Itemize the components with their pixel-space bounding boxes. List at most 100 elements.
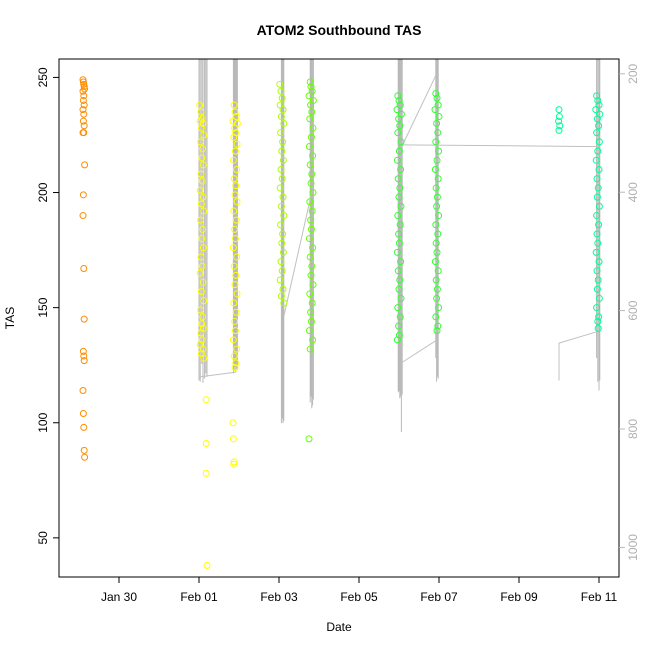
tas-point [306, 290, 314, 298]
altitude-profile-link [199, 371, 236, 378]
tas-point [432, 90, 440, 98]
tas-point [79, 387, 87, 395]
tas-point [555, 106, 563, 114]
tas-point [309, 189, 317, 197]
tas-point [197, 124, 205, 132]
tas-point [231, 124, 239, 132]
tas-point [198, 320, 206, 328]
tas-point [277, 129, 285, 137]
tas-point [435, 212, 443, 220]
tas-point [594, 317, 602, 325]
tas-point [396, 184, 404, 192]
y-tick-label: 200 [36, 182, 50, 202]
y2-tick-label: 400 [626, 182, 640, 202]
tas-point [277, 292, 285, 300]
tas-point [199, 278, 207, 286]
y-tick-label: 50 [36, 531, 50, 545]
tas-point [594, 239, 602, 247]
tas-point [279, 285, 287, 293]
tas-point [231, 225, 239, 233]
tas-point [595, 258, 603, 266]
x-tick-label: Feb 07 [420, 590, 458, 604]
tas-point [80, 315, 88, 323]
tas-point [395, 115, 403, 123]
tas-point [395, 239, 403, 247]
tas-point [308, 87, 316, 95]
tas-point [202, 439, 210, 447]
tas-point [231, 235, 239, 243]
y-tick-label: 100 [36, 412, 50, 432]
tas-point [309, 124, 317, 132]
tas-point [80, 446, 88, 454]
tas-point [233, 140, 241, 148]
tas-point [435, 304, 443, 312]
tas-point [393, 156, 401, 164]
tas-point [306, 198, 314, 206]
tas-point [595, 221, 603, 229]
tas-point [306, 78, 314, 86]
tas-point [230, 460, 238, 468]
y-tick-label: 150 [36, 297, 50, 317]
tas-point [233, 166, 241, 174]
x-tick-label: Feb 01 [180, 590, 218, 604]
tas-point [80, 265, 88, 273]
tas-point [307, 216, 315, 224]
tas-point [434, 101, 442, 109]
tas-point [433, 119, 441, 127]
tas-point [395, 285, 403, 293]
tas-point [277, 113, 285, 121]
tas-point [277, 221, 285, 229]
tas-point [396, 313, 404, 321]
tas-point [229, 156, 237, 164]
tas-point [434, 322, 442, 330]
tas-point [279, 248, 287, 256]
plot-frame [58, 58, 620, 578]
tas-point [229, 244, 237, 252]
altitude-profile-link [399, 73, 438, 151]
tas-point [197, 138, 205, 146]
tas-point [395, 230, 403, 238]
tas-point [397, 258, 405, 266]
tas-point [232, 359, 240, 367]
tas-point [308, 299, 316, 307]
tas-point [79, 96, 87, 104]
tas-point [233, 290, 241, 298]
tas-point [279, 156, 287, 164]
tas-point [432, 239, 440, 247]
tas-point [230, 262, 238, 270]
tas-point [196, 269, 204, 277]
tas-point [306, 253, 314, 261]
tas-point [231, 363, 239, 371]
tas-point [555, 113, 563, 121]
tas-point [277, 87, 285, 95]
tas-point [229, 435, 237, 443]
tas-point [394, 212, 402, 220]
tas-point [197, 108, 205, 116]
y-axis: 50 100 150 200 250 [36, 67, 59, 545]
tas-point [79, 212, 87, 220]
tas-point [279, 230, 287, 238]
tas-point [592, 156, 600, 164]
tas-point [200, 131, 208, 139]
tas-point [231, 327, 239, 335]
tas-point [307, 225, 315, 233]
tas-point [397, 166, 405, 174]
tas-point [594, 184, 602, 192]
x-axis: Jan 30 Feb 01 Feb 03 Feb 05 Feb 07 Feb 09 Feb … [101, 577, 618, 604]
tas-point [593, 129, 601, 137]
tas-point [198, 115, 206, 123]
x-tick-label: Jan 30 [101, 590, 137, 604]
tas-point [230, 352, 238, 360]
tas-point [595, 202, 603, 210]
tas-point [197, 170, 205, 178]
tas-point [592, 248, 600, 256]
tas-point [435, 147, 443, 155]
tas-point [434, 267, 442, 275]
y2-tick-label: 1000 [626, 534, 640, 561]
tas-point [199, 313, 207, 321]
tas-point [233, 198, 241, 206]
y2-tick-label: 800 [626, 419, 640, 439]
tas-point [79, 191, 87, 199]
tas-point [594, 324, 602, 332]
altitude-profile-link [401, 144, 599, 148]
